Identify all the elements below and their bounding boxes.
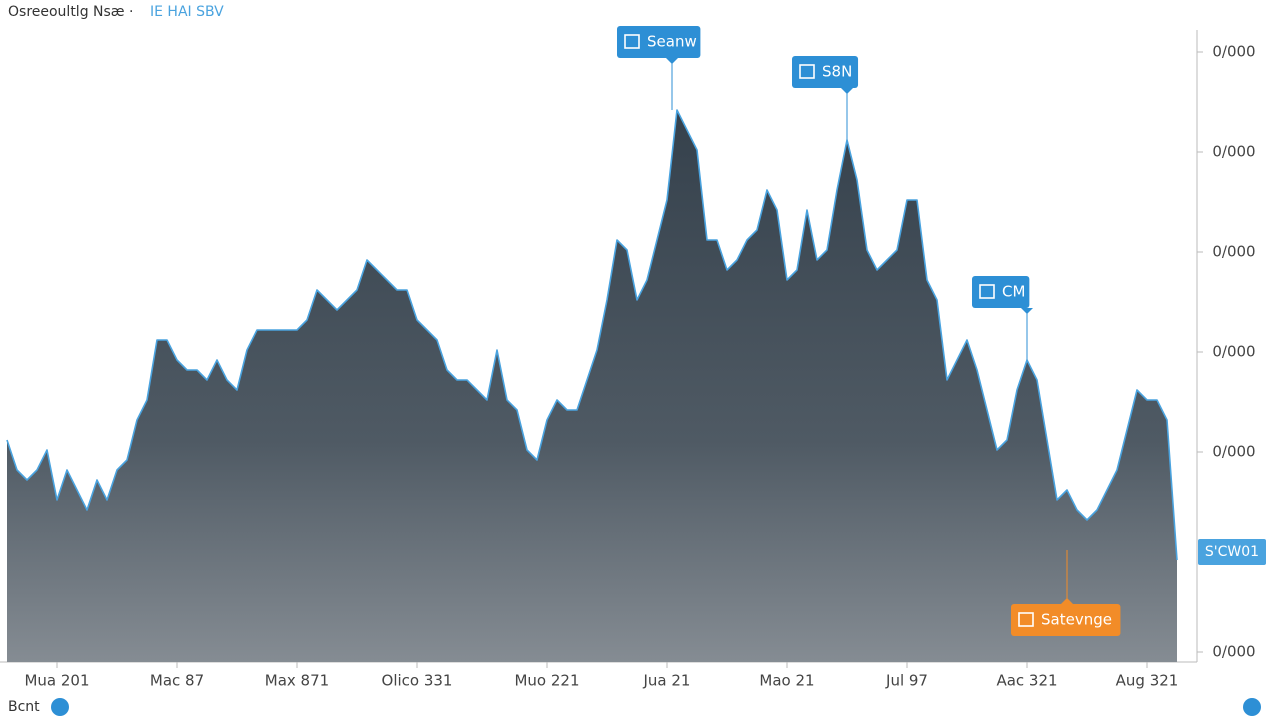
x-tick-label: Mac 87 [150,672,204,690]
x-tick-label: Mua 201 [24,672,89,690]
x-tick-label: Aac 321 [996,672,1057,690]
footer-label: Bcnt [8,699,40,715]
x-tick-label: Muo 221 [514,672,579,690]
settings-icon[interactable] [1243,698,1261,716]
annotation-label: Seanw [647,33,697,51]
y-tick-label: 0/000 [1212,343,1255,361]
annotation-icon [624,34,640,49]
y-tick-label: 0/000 [1212,643,1255,661]
annotation: CM [972,276,1033,360]
last-value-tag [1198,539,1266,565]
chart-title: Osreeoultlg Nsæ · [8,4,133,20]
x-tick-label: Jul 97 [885,672,928,690]
y-tick-label: 0/000 [1212,143,1255,161]
y-tick-label: 0/000 [1212,43,1255,61]
annotation-box [972,276,1030,308]
annotation-box [792,56,859,88]
annotation-box [1011,604,1121,636]
annotation-pointer [1021,308,1033,314]
annotation: S8N [792,56,859,140]
annotation: Satevnge [1011,550,1121,636]
annotation: Seanw [617,26,701,110]
annotation-pointer [1061,598,1073,604]
y-tick-label: 0/000 [1212,443,1255,461]
y-tick-label: 0/000 [1212,243,1255,261]
annotation-label: CM [1002,283,1025,301]
x-tick-label: Jua 21 [643,672,691,690]
annotation-box [617,26,701,58]
x-tick-label: Aug 321 [1116,672,1179,690]
annotation-icon [979,284,995,299]
chart-subtitle: IE HAI SBV [150,4,224,20]
line [6,109,1178,561]
annotation-pointer [666,58,678,64]
annotation-icon [799,64,815,79]
annotation-label: S8N [822,63,852,81]
x-tick-label: Max 871 [265,672,329,690]
annotation-label: Satevnge [1041,611,1112,629]
footer-icon[interactable] [51,698,69,716]
area [7,110,1177,662]
x-tick-label: Olico 331 [382,672,453,690]
last-value-label: S'CW01 [1205,544,1259,560]
annotation-pointer [841,88,853,94]
x-tick-label: Mao 21 [759,672,814,690]
annotation-icon [1018,612,1034,627]
